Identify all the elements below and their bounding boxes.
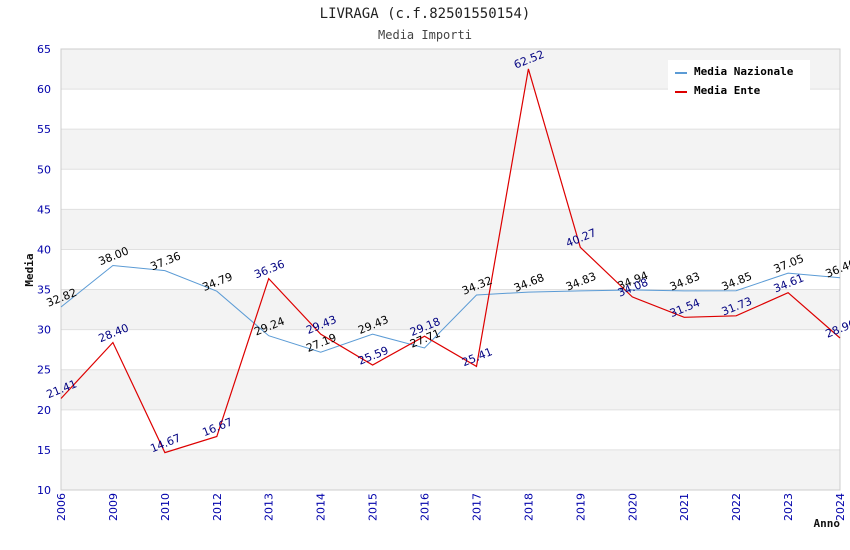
x-tick-label: 2023 [782,493,795,521]
y-tick-label: 60 [37,83,51,96]
grid-bands [61,49,840,490]
series-lines [60,68,841,454]
series-line-media-nazionale [60,264,841,353]
x-tick-label: 2024 [834,493,847,521]
y-tick-label: 25 [37,364,51,377]
x-tick-label: 2016 [419,493,432,521]
legend-box [668,60,810,102]
x-tick-label: 2021 [678,493,691,521]
y-tick-label: 35 [37,284,51,297]
legend-label-media-ente: Media Ente [694,84,761,97]
y-tick-label: 30 [37,324,51,337]
data-label: 37.36 [149,249,183,273]
y-tick-label: 45 [37,203,51,216]
y-tick-label: 20 [37,404,51,417]
x-tick-label: 2009 [107,493,120,521]
x-tick-label: 2020 [626,493,639,521]
x-tick-label: 2012 [211,493,224,521]
y-tick-label: 15 [37,444,51,457]
x-tick-label: 2010 [159,493,172,521]
legend-label-media-nazionale: Media Nazionale [694,65,794,78]
legend: Media Nazionale Media Ente [668,60,810,102]
grid-band [61,449,840,490]
x-tick-label: 2015 [367,493,380,521]
x-tick-label: 2022 [730,493,743,521]
x-tick-label: 2019 [574,493,587,521]
y-axis-title: Media [23,253,36,286]
grid-band [61,209,840,250]
chart-title: LIVRAGA (c.f.82501550154) [320,6,531,22]
y-axis-ticks: 10 15 20 25 30 35 40 45 50 55 60 65 [37,43,51,497]
series-line-media-ente [60,68,841,454]
x-tick-label: 2018 [522,493,535,521]
y-tick-label: 50 [37,163,51,176]
grid-band [61,369,840,410]
x-axis-ticks: 2006 2009 2010 2012 2013 2014 2015 2016 2017 2018… [55,493,847,521]
grid-band [61,129,840,170]
grid-band [61,289,840,330]
x-tick-label: 2014 [315,493,328,521]
data-label: 36.36 [252,257,286,281]
plot-area [60,48,841,491]
grid-lines [61,48,840,491]
y-tick-label: 10 [37,484,51,497]
x-axis-title: Anno [814,517,841,530]
data-label: 36.46 [824,257,850,281]
x-tick-label: 2006 [55,493,68,521]
y-tick-label: 65 [37,43,51,56]
x-tick-label: 2017 [470,493,483,521]
x-tick-label: 2013 [263,493,276,521]
chart-subtitle: Media Importi [378,28,472,42]
y-tick-label: 40 [37,243,51,256]
y-tick-label: 55 [37,123,51,136]
